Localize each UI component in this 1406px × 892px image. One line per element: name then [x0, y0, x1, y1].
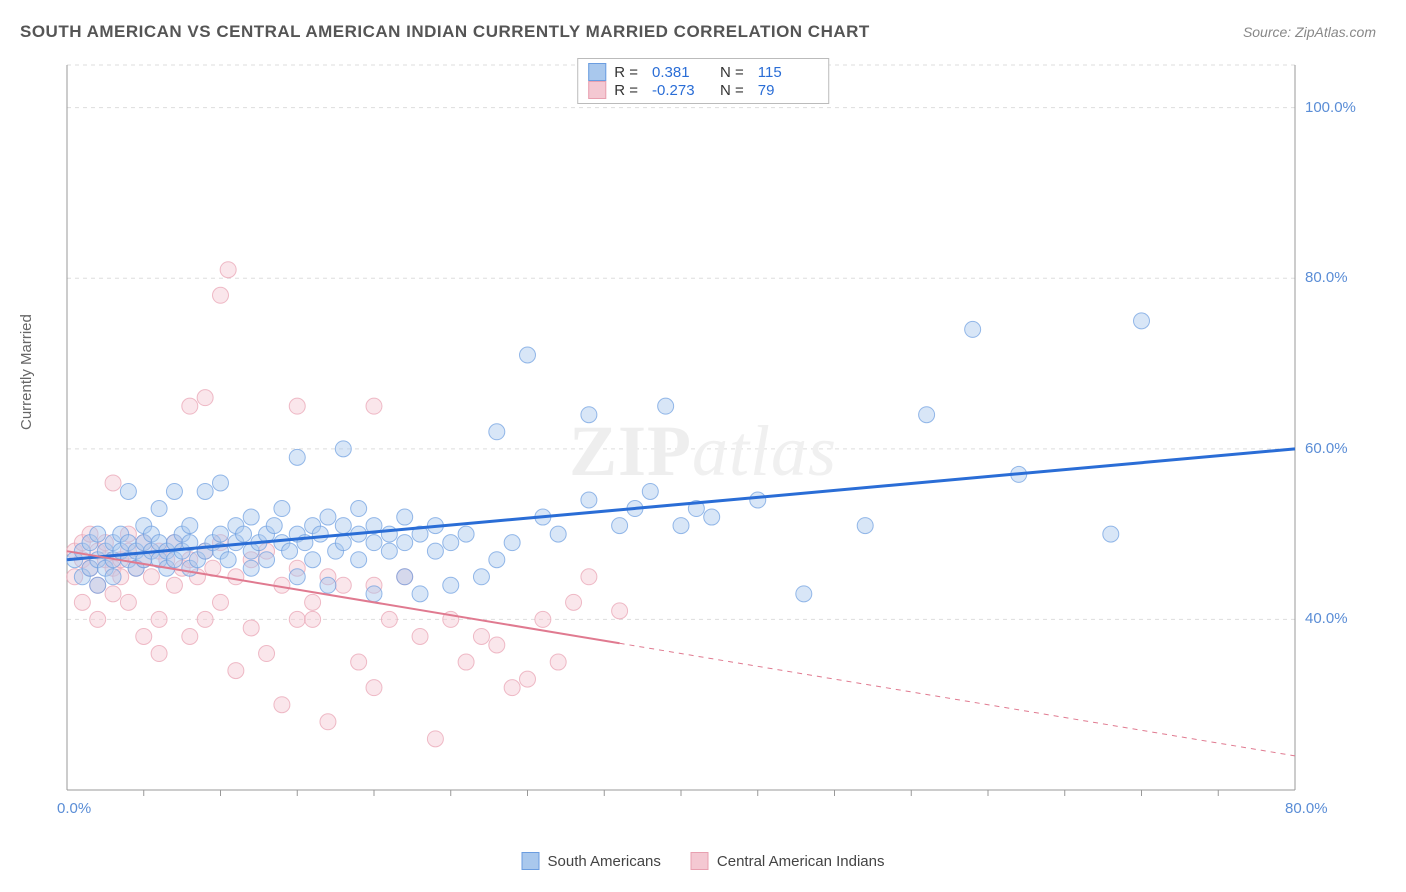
y-tick-label: 60.0%	[1305, 440, 1348, 457]
n-label: N =	[720, 82, 744, 99]
source-attribution: Source: ZipAtlas.com	[1243, 24, 1376, 40]
y-tick-label: 40.0%	[1305, 610, 1348, 627]
legend-top: R = 0.381 N = 115 R = -0.273 N = 79	[577, 58, 829, 104]
legend-label: Central American Indians	[717, 853, 885, 870]
legend-swatch	[588, 63, 606, 81]
y-tick-label: 80.0%	[1305, 269, 1348, 286]
r-value: -0.273	[652, 82, 712, 99]
legend-swatch	[588, 81, 606, 99]
legend-label: South Americans	[548, 853, 661, 870]
legend-bottom: South Americans Central American Indians	[522, 852, 885, 870]
r-label: R =	[614, 82, 638, 99]
legend-bottom-item: South Americans	[522, 852, 661, 870]
legend-swatch	[691, 852, 709, 870]
y-tick-label: 100.0%	[1305, 99, 1356, 116]
r-label: R =	[614, 64, 638, 81]
legend-top-row: R = -0.273 N = 79	[588, 81, 818, 99]
legend-bottom-item: Central American Indians	[691, 852, 885, 870]
n-value: 79	[758, 82, 818, 99]
n-value: 115	[758, 64, 818, 81]
x-tick-label: 0.0%	[57, 800, 91, 817]
legend-swatch	[522, 852, 540, 870]
chart-area	[55, 60, 1365, 820]
y-axis-label: Currently Married	[18, 314, 35, 430]
n-label: N =	[720, 64, 744, 81]
scatter-chart	[55, 60, 1365, 820]
r-value: 0.381	[652, 64, 712, 81]
chart-title: SOUTH AMERICAN VS CENTRAL AMERICAN INDIA…	[20, 22, 870, 42]
legend-top-row: R = 0.381 N = 115	[588, 63, 818, 81]
x-tick-label: 80.0%	[1285, 800, 1328, 817]
